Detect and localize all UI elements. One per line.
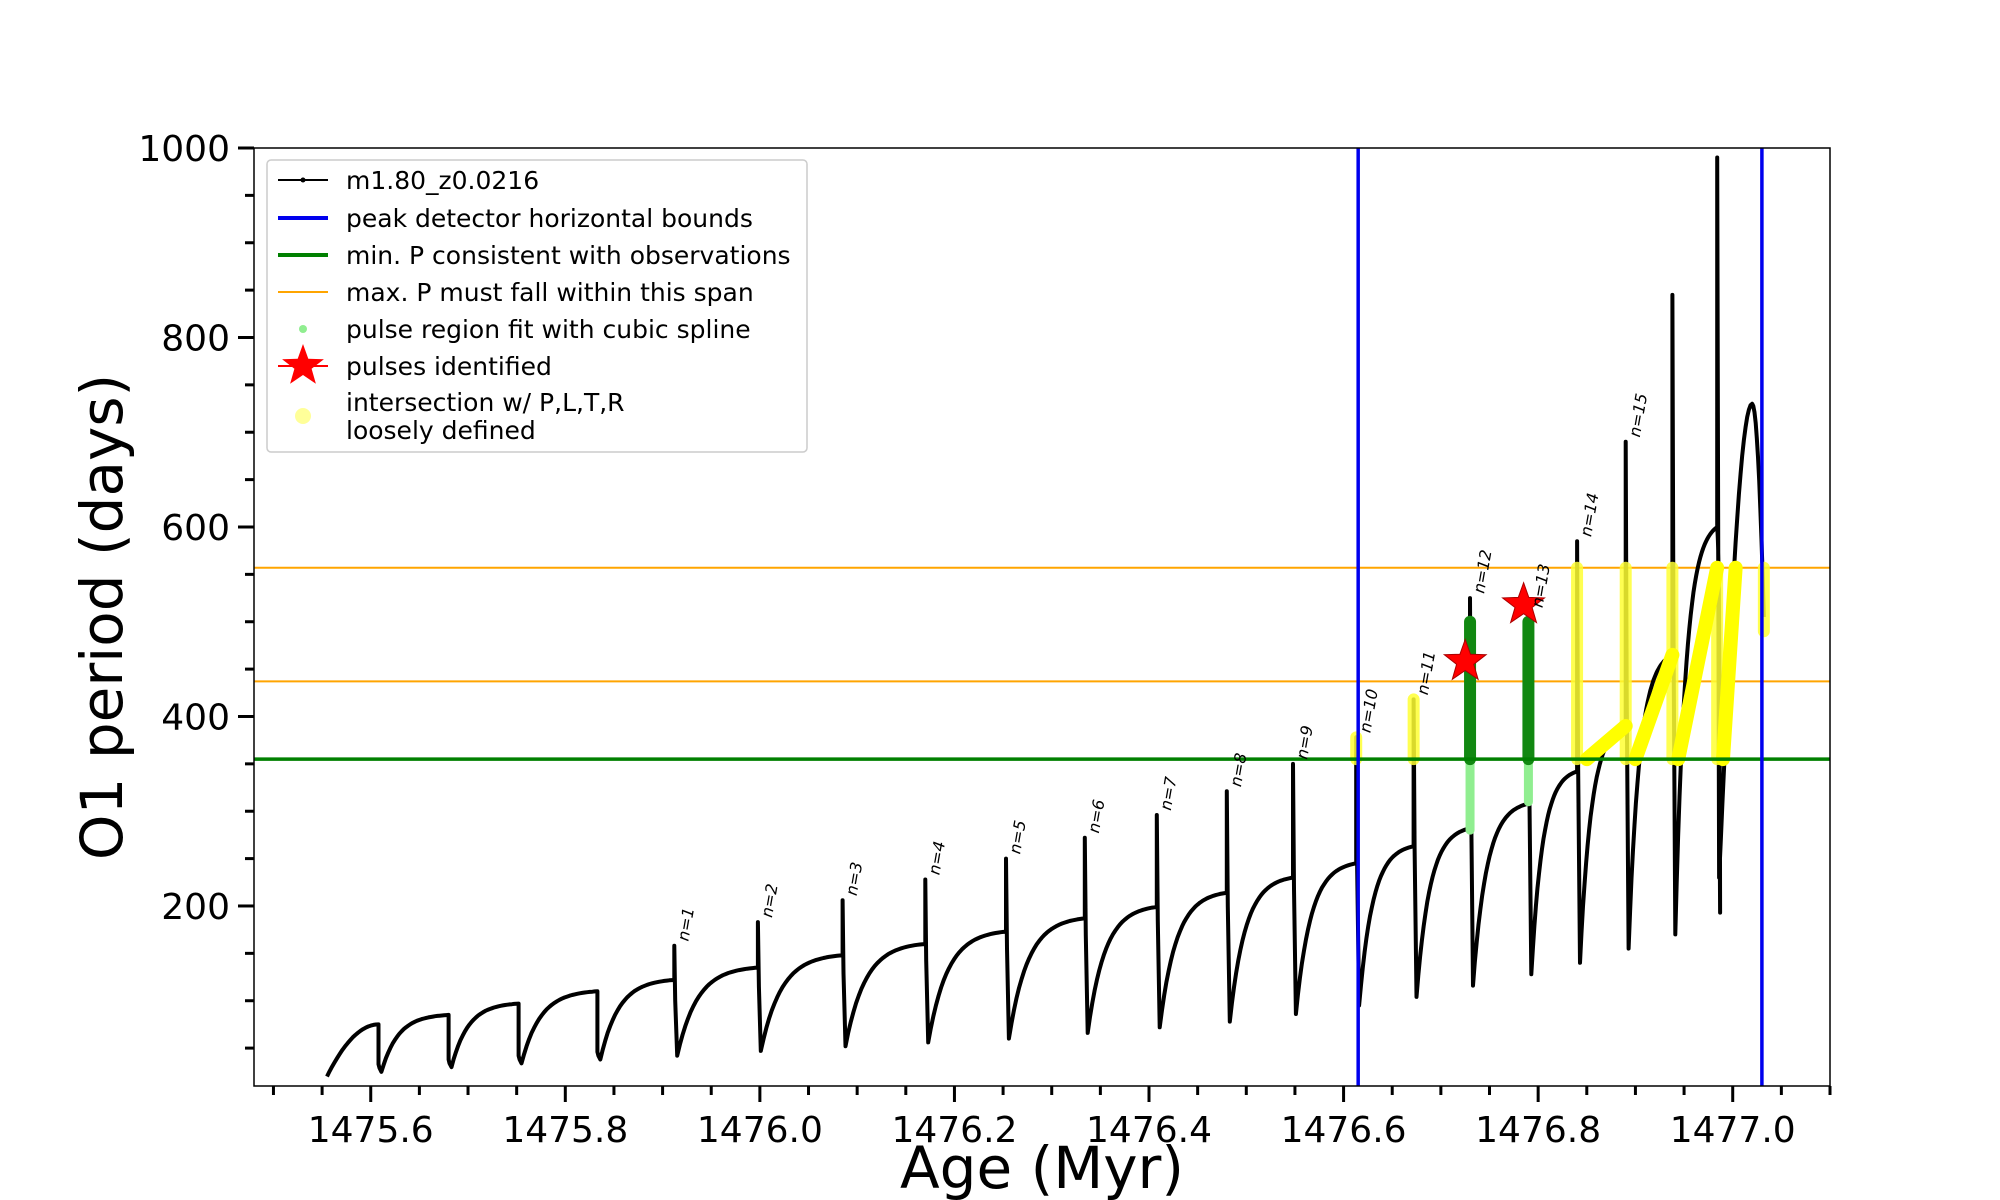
x-tick-label: 1476.8 [1475, 1110, 1601, 1151]
y-tick-label: 1000 [138, 129, 230, 170]
legend-swatch-dot [300, 177, 306, 183]
legend-swatch-star [282, 344, 324, 384]
plot-area: n=1n=2n=3n=4n=5n=6n=7n=8n=9n=10n=11n=12 n… [254, 148, 1830, 1086]
legend-label: peak detector horizontal bounds [346, 204, 753, 233]
x-tick-label: 1475.6 [308, 1110, 434, 1151]
pulse-label-6: n=6 [1084, 798, 1109, 835]
intersection-ramp-0 [1579, 718, 1633, 767]
x-tick-label: 1476.0 [697, 1110, 823, 1151]
legend-box [266, 159, 808, 453]
pulse-label-14: n=14 [1576, 491, 1602, 538]
identified-pulse-star-1 [1501, 581, 1546, 624]
pulse-label-3: n=3 [842, 860, 867, 897]
x-tick-label: 1476.4 [1086, 1110, 1212, 1151]
pulse-label-13: n=13 [1528, 562, 1554, 609]
legend-label: pulse region fit with cubic spline [346, 315, 751, 344]
legend-swatch-dot [295, 408, 311, 424]
identified-pulse-star-0 [1442, 638, 1488, 681]
legend-label: m1.80_z0.0216 [346, 166, 539, 195]
intersection-ramp-1 [1628, 647, 1680, 767]
series-m1.80_z0.0216 [325, 155, 1766, 1078]
legend-label: max. P must fall within this span [346, 278, 754, 307]
pulse-label-5: n=5 [1005, 819, 1030, 856]
legend-label: intersection w/ P,L,T,R [346, 388, 625, 417]
x-tick-label: 1475.8 [502, 1110, 628, 1151]
intersection-ramp-2 [1671, 560, 1725, 767]
x-tick-label: 1476.6 [1281, 1110, 1407, 1151]
pulse-label-15: n=15 [1625, 392, 1651, 439]
y-tick-label: 200 [161, 887, 230, 928]
intersection-ramp-3 [1715, 560, 1743, 767]
axes-frame [253, 147, 1831, 1087]
axes: 1475.6 1475.8 1476.0 1476.2 1476.4 1476.6 1476… [68, 129, 1832, 1200]
pulse-label-2: n=2 [757, 882, 782, 919]
legend-swatch-dot [299, 325, 307, 333]
x-tick-label: 1476.2 [891, 1110, 1017, 1151]
pulse-label-1: n=1 [673, 906, 698, 943]
pulse-label-7: n=7 [1156, 774, 1181, 811]
legend-label: min. P consistent with observations [346, 241, 791, 270]
pulse-label-11: n=11 [1413, 650, 1439, 697]
legend-label: loosely defined [346, 416, 536, 445]
x-axis-title: Age (Myr) [900, 1134, 1184, 1200]
y-tick-label: 400 [161, 697, 230, 738]
y-tick-label: 600 [161, 508, 230, 549]
y-axis-title: O1 period (days) [68, 374, 136, 860]
y-tick-label: 800 [161, 318, 230, 359]
pulse-label-8: n=8 [1226, 752, 1251, 789]
x-tick-label: 1477.0 [1670, 1110, 1796, 1151]
pulse-label-4: n=4 [924, 840, 949, 877]
plot-content: n=1n=2n=3n=4n=5n=6n=7n=8n=9n=10n=11n=12 n… [254, 148, 1830, 1086]
pulse-label-12: n=12 [1469, 548, 1495, 595]
legend-label: pulses identified [346, 352, 552, 381]
pulse-label-9: n=9 [1292, 724, 1317, 761]
